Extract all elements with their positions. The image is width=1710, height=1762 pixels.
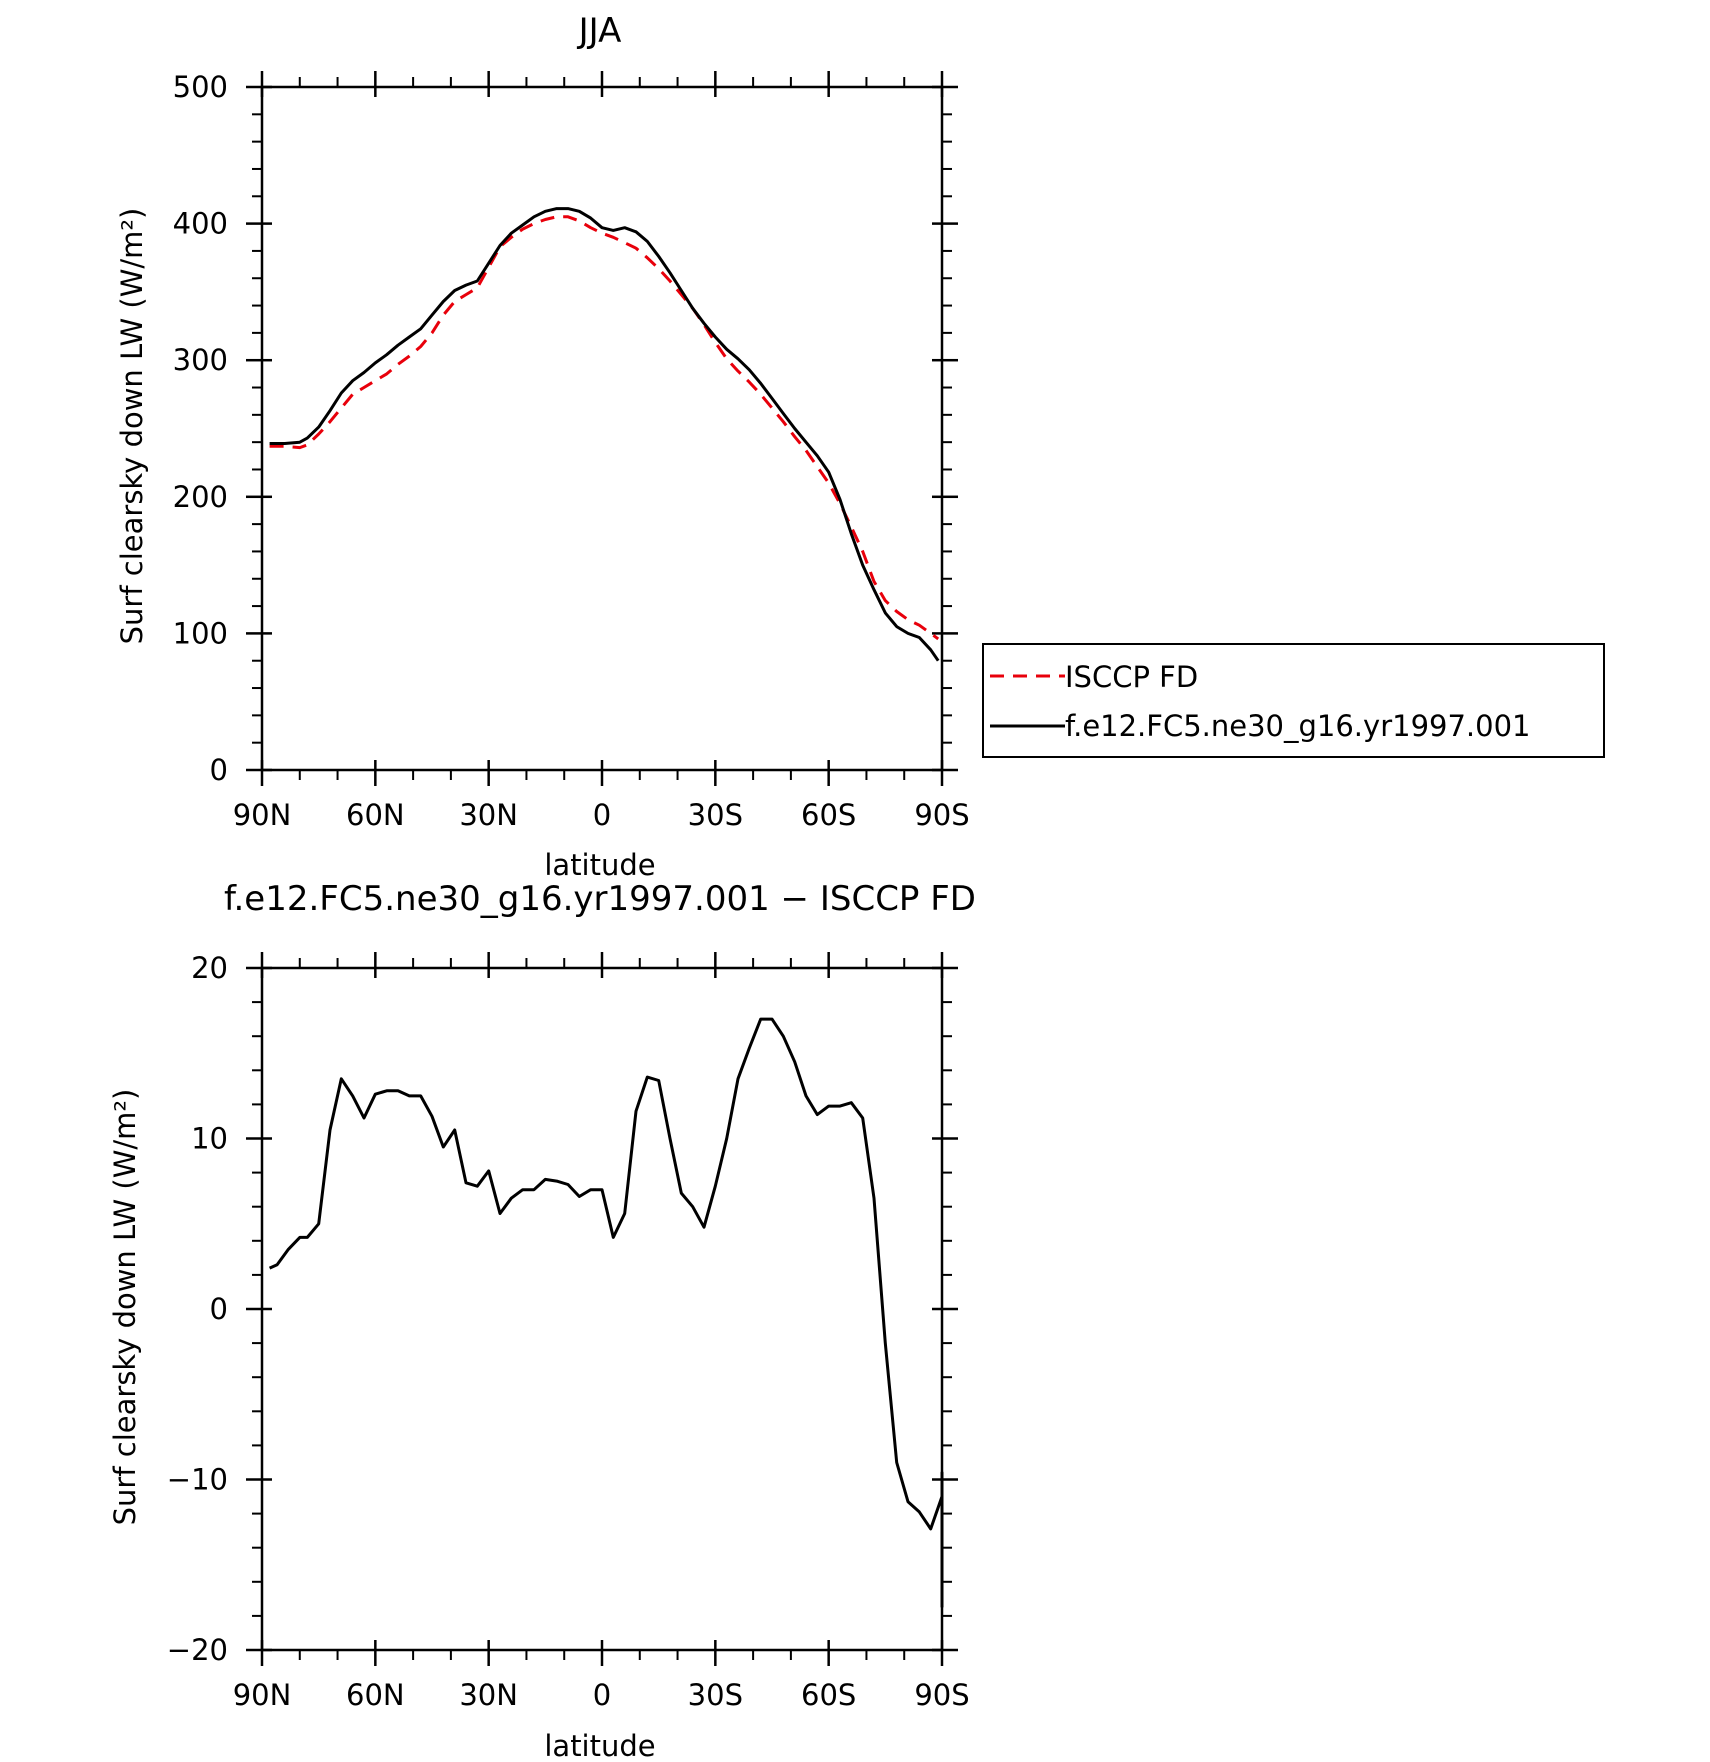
top-y-tick-label: 300 xyxy=(173,343,228,377)
bottom-x-tick-label: 90S xyxy=(914,1678,969,1712)
top-panel: JJA latitude Surf clearsky down LW (W/m²… xyxy=(115,11,970,882)
bottom-x-axis-label: latitude xyxy=(544,1729,655,1762)
top-series-line-0 xyxy=(269,215,940,641)
legend-label-model: f.e12.FC5.ne30_g16.yr1997.001 xyxy=(1065,709,1531,743)
bottom-y-tick-label: 20 xyxy=(191,951,228,985)
top-x-tick-label: 0 xyxy=(593,798,611,832)
top-x-tick-label: 90S xyxy=(914,798,969,832)
bottom-y-tick-label: 0 xyxy=(210,1292,228,1326)
top-y-tick-label: 100 xyxy=(173,616,228,650)
top-y-axis-label: Surf clearsky down LW (W/m²) xyxy=(115,208,149,645)
top-x-tick-label: 30N xyxy=(459,798,518,832)
top-y-tick-label: 500 xyxy=(173,70,228,104)
bottom-x-tick-label: 0 xyxy=(593,1678,611,1712)
bottom-plot-frame xyxy=(260,966,944,1652)
bottom-x-tick-label: 30N xyxy=(459,1678,518,1712)
top-series-line-1 xyxy=(269,207,940,662)
top-y-tick-label: 400 xyxy=(173,207,228,241)
top-chart-title: JJA xyxy=(577,11,622,51)
bottom-y-axis-label: Surf clearsky down LW (W/m²) xyxy=(108,1089,142,1526)
bottom-chart-title: f.e12.FC5.ne30_g16.yr1997.001 − ISCCP FD xyxy=(224,879,976,919)
top-plot-frame xyxy=(260,85,944,772)
top-x-tick-label: 90N xyxy=(233,798,292,832)
top-y-tick-label: 0 xyxy=(210,753,228,787)
bottom-y-tick-label: −10 xyxy=(167,1463,228,1497)
top-x-tick-label: 60S xyxy=(801,798,856,832)
top-x-axis-label: latitude xyxy=(544,848,655,882)
bottom-panel: f.e12.FC5.ne30_g16.yr1997.001 − ISCCP FD… xyxy=(108,879,976,1762)
bottom-x-tick-label: 30S xyxy=(688,1678,743,1712)
top-x-tick-label: 30S xyxy=(688,798,743,832)
bottom-x-tick-label: 60S xyxy=(801,1678,856,1712)
legend: ISCCP FD f.e12.FC5.ne30_g16.yr1997.001 xyxy=(982,643,1605,758)
legend-label-isccp: ISCCP FD xyxy=(1065,660,1198,694)
bottom-y-tick-label: −20 xyxy=(167,1633,228,1667)
legend-box xyxy=(982,643,1605,758)
top-y-tick-label: 200 xyxy=(173,480,228,514)
bottom-series-line-0 xyxy=(268,1017,944,1608)
bottom-y-tick-label: 10 xyxy=(191,1122,228,1156)
top-x-tick-label: 60N xyxy=(346,798,405,832)
bottom-x-tick-label: 90N xyxy=(233,1678,292,1712)
bottom-x-tick-label: 60N xyxy=(346,1678,405,1712)
